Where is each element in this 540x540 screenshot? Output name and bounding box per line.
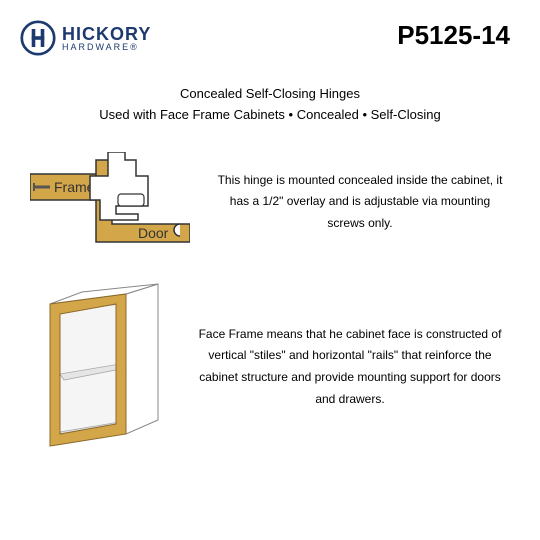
intro-block: Concealed Self-Closing Hinges Used with …	[0, 86, 540, 122]
hinge-description: This hinge is mounted concealed inside t…	[210, 170, 510, 235]
hickory-logo-icon	[20, 20, 56, 56]
brand-sub: HARDWARE®	[62, 43, 151, 52]
intro-title: Concealed Self-Closing Hinges	[40, 86, 500, 101]
intro-sub: Used with Face Frame Cabinets • Conceale…	[40, 107, 500, 122]
faceframe-description: Face Frame means that he cabinet face is…	[190, 324, 510, 410]
svg-text:Frame: Frame	[54, 179, 95, 195]
header: HICKORY HARDWARE® P5125-14	[0, 0, 540, 66]
svg-text:Door: Door	[138, 225, 169, 241]
brand-logo: HICKORY HARDWARE®	[20, 20, 151, 56]
section-faceframe: Face Frame means that he cabinet face is…	[0, 282, 540, 452]
section-hinge: Frame Door This hinge is mounted conceal…	[0, 152, 540, 252]
product-number: P5125-14	[397, 20, 510, 51]
brand-text: HICKORY HARDWARE®	[62, 25, 151, 52]
brand-main: HICKORY	[62, 25, 151, 43]
hinge-diagram: Frame Door	[30, 152, 190, 252]
cabinet-diagram	[30, 282, 170, 452]
